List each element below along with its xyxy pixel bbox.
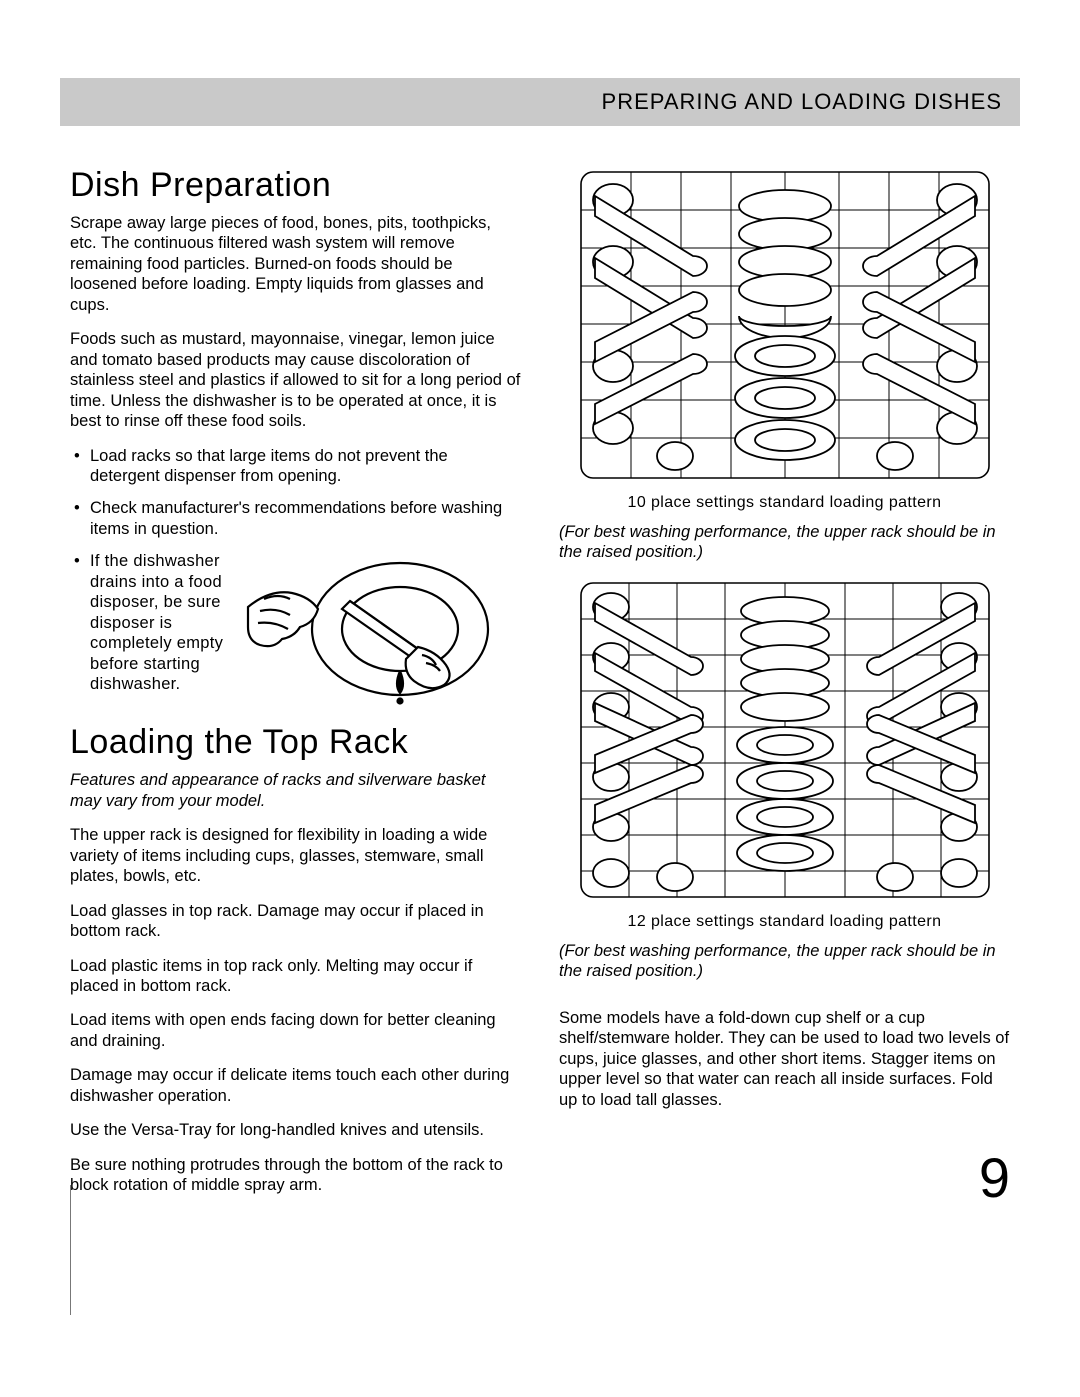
figure-caption: 12 place settings standard loading patte… [559, 913, 1010, 931]
section-header-bar: PREPARING AND LOADING DISHES [60, 78, 1020, 126]
paragraph: The upper rack is designed for flexibili… [70, 825, 521, 886]
list-item: If the dishwasher drains into a food dis… [70, 551, 521, 711]
rack-diagram-10-icon [575, 166, 995, 484]
scraping-plate-icon [240, 551, 500, 711]
scraping-plate-figure [240, 551, 521, 711]
vertical-rule [70, 1185, 71, 1315]
list-item: Load racks so that large items do not pr… [70, 446, 521, 487]
paragraph: Scrape away large pieces of food, bones,… [70, 213, 521, 315]
bullet-list: Load racks so that large items do not pr… [70, 446, 521, 712]
paragraph: Foods such as mustard, mayonnaise, vineg… [70, 329, 521, 431]
figure-note: (For best washing performance, the upper… [559, 522, 1010, 563]
heading-loading-top-rack: Loading the Top Rack [70, 723, 521, 762]
figure-caption: 10 place settings standard loading patte… [559, 494, 1010, 512]
right-column: 10 place settings standard loading patte… [559, 166, 1010, 1210]
left-column: Dish Preparation Scrape away large piece… [70, 166, 521, 1210]
paragraph: Some models have a fold-down cup shelf o… [559, 1008, 1010, 1110]
paragraph: Damage may occur if delicate items touch… [70, 1065, 521, 1106]
rack-diagram-12-icon [575, 577, 995, 903]
list-item-text: If the dishwasher drains into a food dis… [90, 551, 230, 694]
heading-dish-preparation: Dish Preparation [70, 166, 521, 205]
page-number: 9 [979, 1145, 1010, 1210]
paragraph-note: Features and appearance of racks and sil… [70, 770, 521, 811]
paragraph: Load glasses in top rack. Damage may occ… [70, 901, 521, 942]
paragraph: Use the Versa-Tray for long-handled kniv… [70, 1120, 521, 1140]
two-column-layout: Dish Preparation Scrape away large piece… [70, 166, 1010, 1210]
section-header-title: PREPARING AND LOADING DISHES [602, 89, 1002, 115]
paragraph: Load items with open ends facing down fo… [70, 1010, 521, 1051]
page: PREPARING AND LOADING DISHES Dish Prepar… [0, 0, 1080, 1250]
paragraph: Load plastic items in top rack only. Mel… [70, 956, 521, 997]
paragraph: Be sure nothing protrudes through the bo… [70, 1155, 521, 1196]
list-item: Check manufacturer's recommendations bef… [70, 498, 521, 539]
figure-note: (For best washing performance, the upper… [559, 941, 1010, 982]
